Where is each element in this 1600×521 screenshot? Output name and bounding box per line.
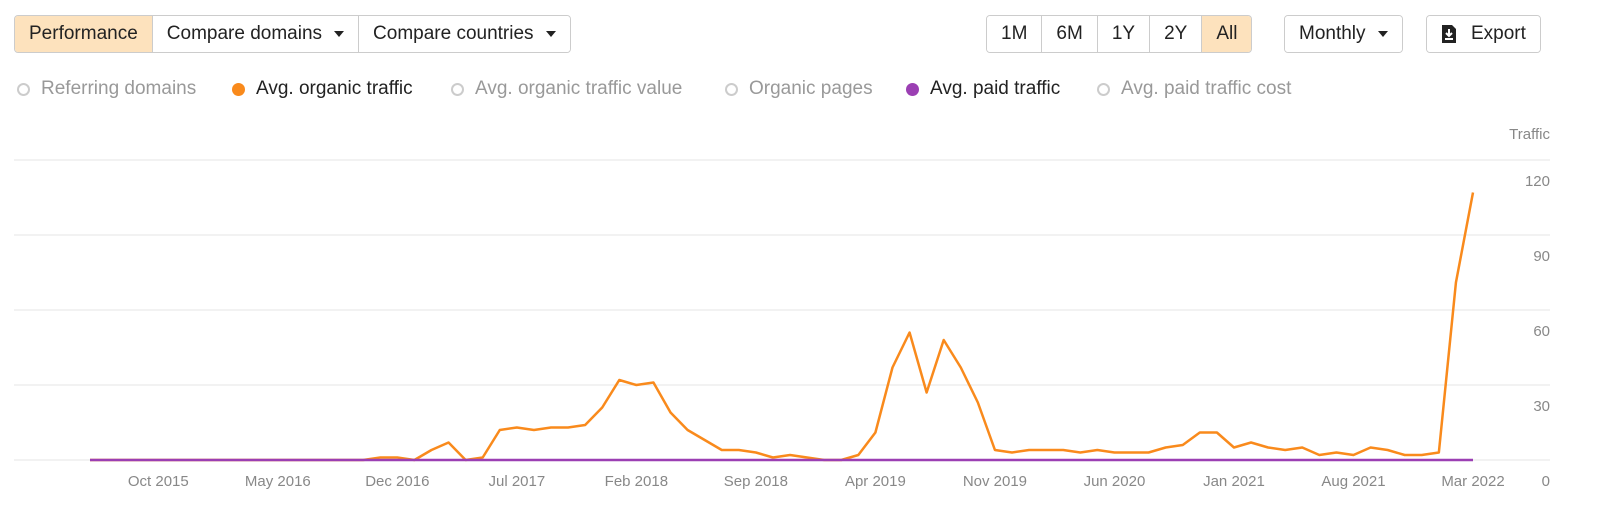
tab-compare-domains[interactable]: Compare domains	[152, 16, 360, 52]
legend-label: Avg. paid traffic	[930, 78, 1061, 99]
y-tick-label: 90	[1533, 248, 1550, 265]
legend-item[interactable]: Organic pages	[725, 78, 873, 100]
tab-compare-countries[interactable]: Compare countries	[359, 16, 570, 52]
x-tick-label: Mar 2022	[1441, 473, 1504, 490]
series-line	[90, 192, 1475, 462]
y-tick-label: 120	[1525, 173, 1550, 190]
label: Compare countries	[373, 23, 534, 44]
legend-marker	[232, 82, 245, 96]
legend-item[interactable]: Referring domains	[17, 78, 196, 100]
dropdown-caret	[334, 31, 345, 37]
legend-marker	[906, 82, 919, 96]
range-button[interactable]: 1M	[987, 16, 1043, 52]
interval-dropdown[interactable]: Monthly	[1284, 15, 1403, 53]
range-button[interactable]: 6M	[1042, 16, 1098, 52]
legend-marker	[17, 82, 30, 96]
legend-item[interactable]: Avg. paid traffic cost	[1097, 78, 1291, 100]
x-tick-label: Nov 2019	[963, 473, 1027, 490]
legend-item[interactable]: Avg. organic traffic	[232, 78, 413, 100]
legend-label: Avg. paid traffic cost	[1121, 78, 1292, 99]
x-tick-label: May 2016	[245, 473, 311, 490]
legend-label: Avg. organic traffic	[256, 78, 413, 99]
y-tick-label: 60	[1533, 323, 1550, 340]
range-group: 1M 6M 1Y 2Y All	[986, 15, 1253, 53]
legend-marker	[1097, 82, 1110, 96]
range-button[interactable]: All	[1202, 16, 1252, 52]
export-button[interactable]: Export	[1427, 16, 1540, 52]
tab-group: Performance Compare domains Compare coun…	[14, 15, 571, 53]
dropdown-caret	[1377, 31, 1388, 37]
y-axis-label: Traffic	[1509, 126, 1550, 143]
range-button[interactable]: 1Y	[1097, 16, 1151, 52]
y-tick-label: 0	[1542, 473, 1550, 490]
x-tick-label: Oct 2015	[128, 473, 189, 490]
legend-label: Avg. organic traffic value	[475, 78, 683, 99]
x-tick-label: Jun 2020	[1084, 473, 1146, 490]
legend-marker	[725, 82, 738, 96]
x-tick-label: Feb 2018	[605, 473, 668, 490]
x-tick-label: Jul 2017	[488, 473, 545, 490]
x-tick-label: Dec 2016	[365, 473, 429, 490]
y-tick-label: 30	[1533, 398, 1550, 415]
label: Export	[1471, 23, 1526, 44]
legend-item[interactable]: Avg. organic traffic value	[451, 78, 682, 100]
label: Compare domains	[166, 23, 323, 44]
interval-button[interactable]: Monthly	[1285, 16, 1402, 52]
legend-label: Referring domains	[41, 78, 197, 99]
label: Monthly	[1299, 23, 1366, 44]
legend-label: Organic pages	[749, 78, 873, 99]
x-tick-label: Apr 2019	[845, 473, 906, 490]
export-group: Export	[1426, 15, 1541, 53]
x-tick-label: Sep 2018	[724, 473, 788, 490]
export-icon	[1442, 25, 1456, 43]
dropdown-caret	[545, 31, 556, 37]
x-tick-label: Jan 2021	[1203, 473, 1265, 490]
legend-item[interactable]: Avg. paid traffic	[906, 78, 1060, 100]
legend-marker	[451, 82, 464, 96]
x-tick-label: Aug 2021	[1321, 473, 1385, 490]
range-button[interactable]: 2Y	[1150, 16, 1203, 52]
tab-performance[interactable]: Performance	[15, 16, 153, 52]
